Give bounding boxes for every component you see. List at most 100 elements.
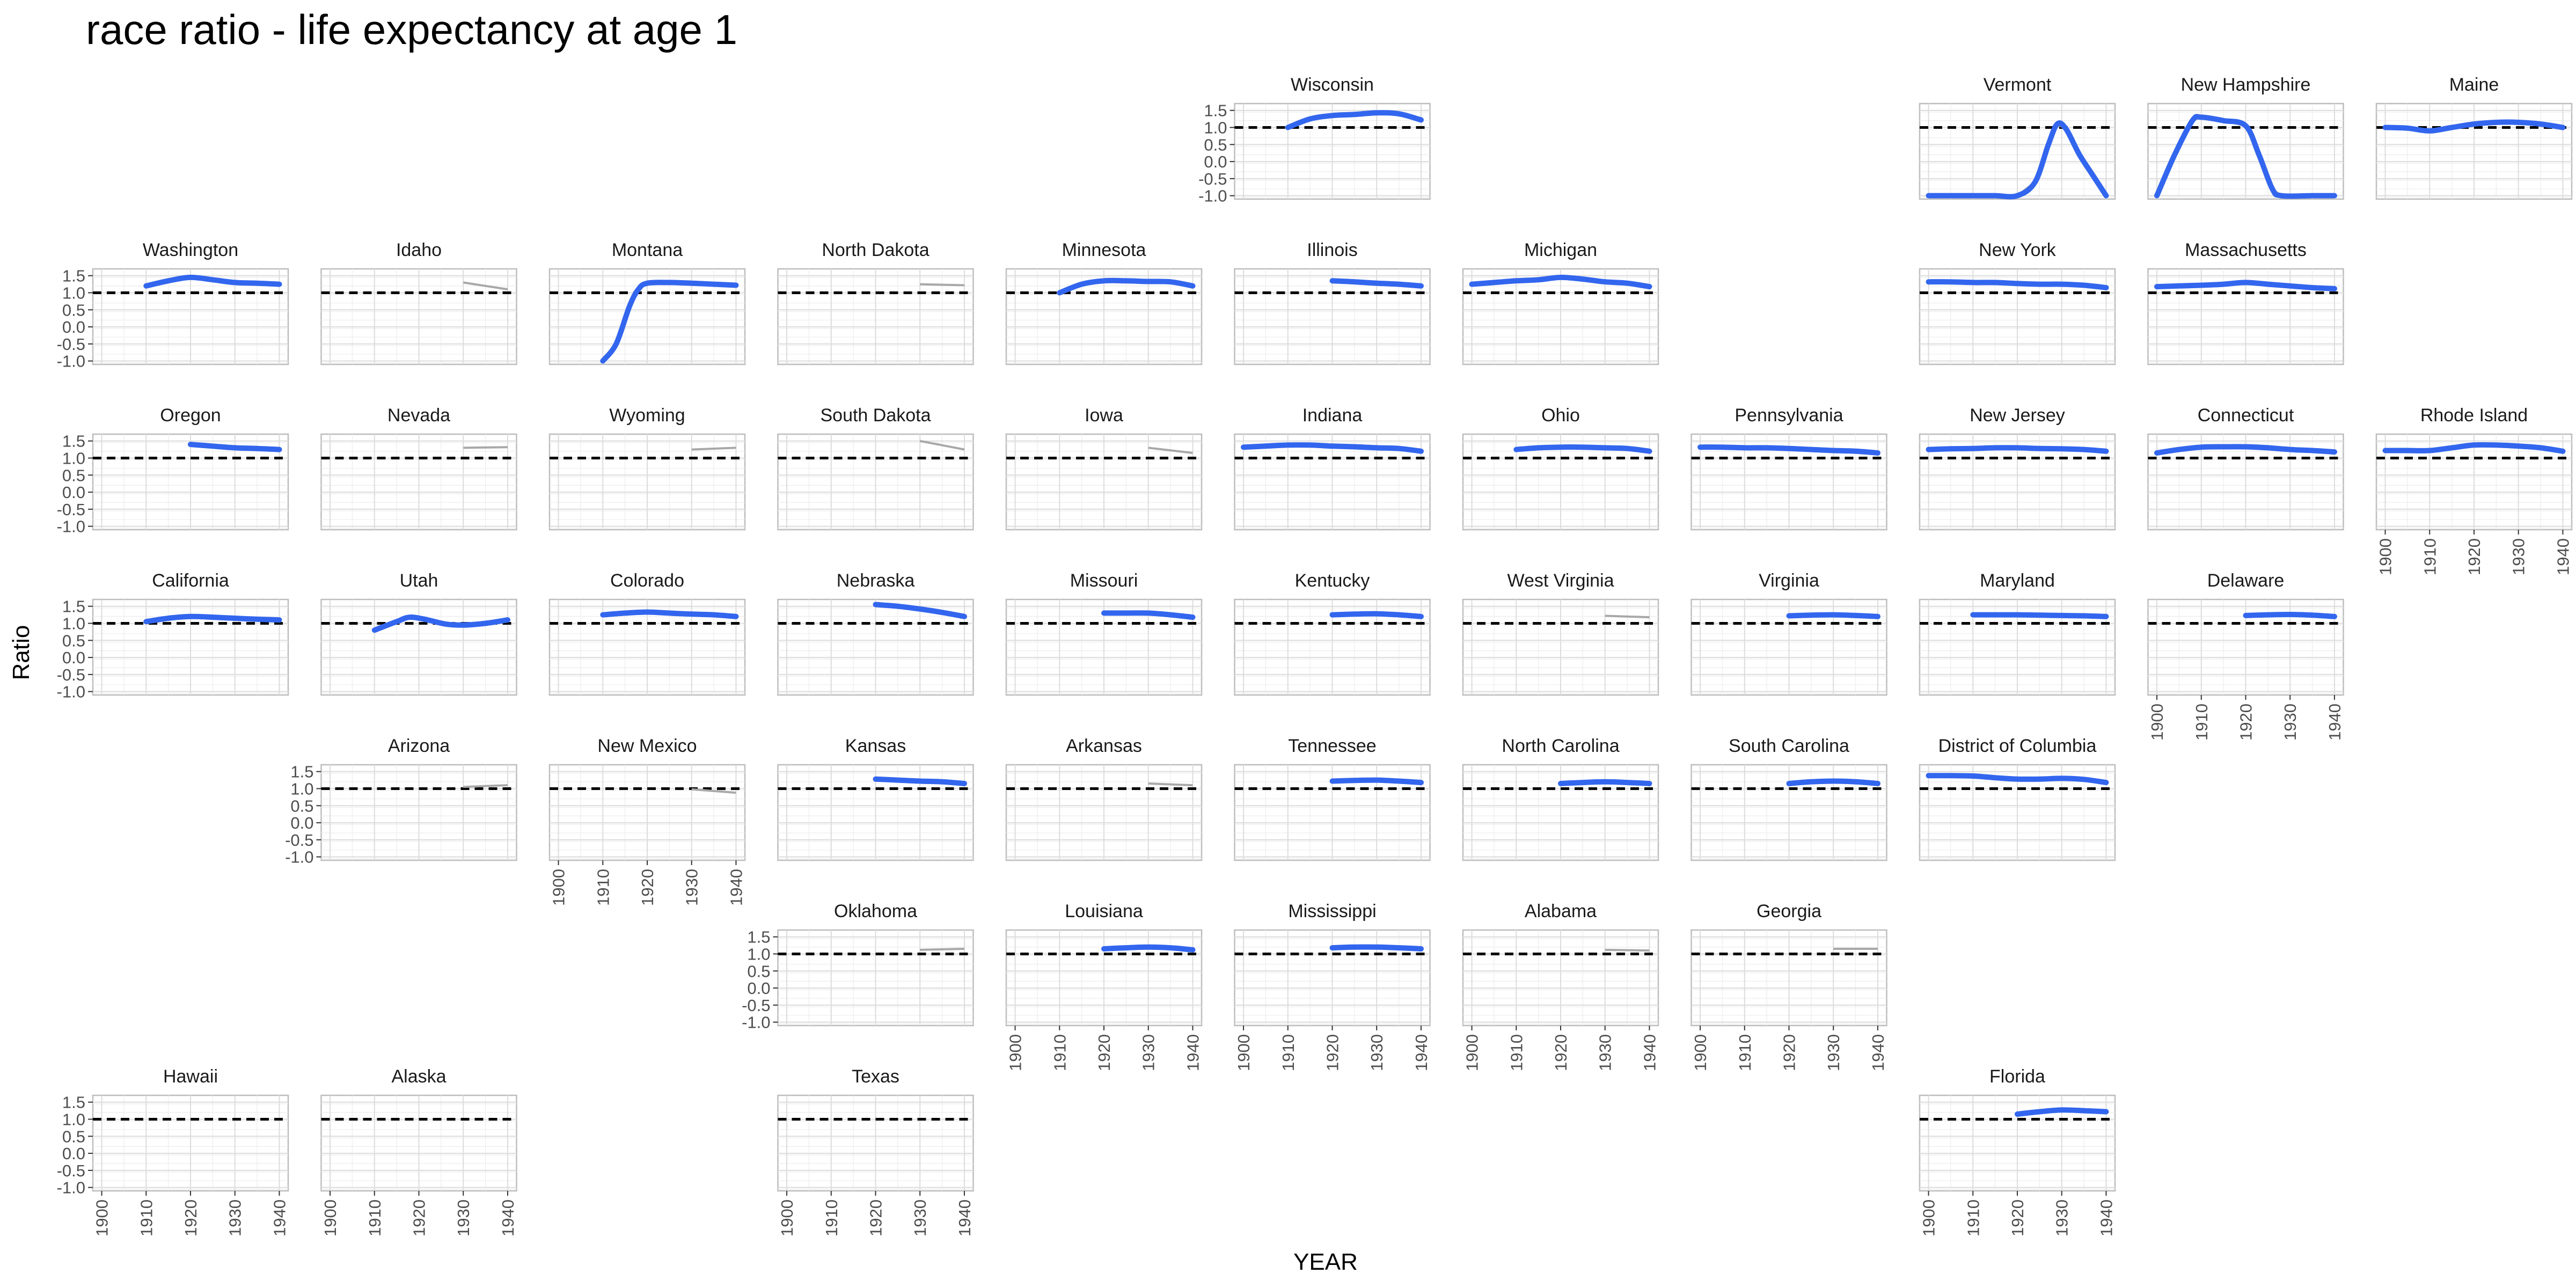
x-tick-label: 1910: [1279, 1034, 1298, 1071]
smoothed-series-line: [873, 602, 967, 619]
x-tick-label: 1910: [1050, 1034, 1069, 1071]
smoothed-series-line: [1786, 778, 1880, 786]
facet-title-nevada: Nevada: [387, 405, 450, 426]
facet-new-york: New York: [1919, 240, 2116, 365]
y-tick-label: -0.5: [57, 1161, 85, 1180]
facet-title-connecticut: Connecticut: [2198, 405, 2294, 426]
x-tick-label: 1940: [2097, 1199, 2116, 1236]
facet-illinois: Illinois: [1234, 240, 1431, 365]
facet-arkansas: Arkansas: [1005, 736, 1203, 861]
facet-connecticut: Connecticut: [2147, 405, 2344, 531]
y-tick-label: 0.0: [62, 318, 85, 336]
y-tick-label: -1.0: [742, 1013, 770, 1032]
smoothed-series-line: [1697, 444, 1880, 456]
facet-title-texas: Texas: [852, 1066, 899, 1087]
facet-title-utah: Utah: [400, 570, 438, 591]
x-tick-label: 1940: [2325, 704, 2344, 741]
facet-montana: Montana: [548, 240, 746, 365]
smoothed-series-line: [2154, 114, 2337, 199]
x-tick-label: 1900: [1006, 1034, 1025, 1071]
facet-title-south-carolina: South Carolina: [1729, 736, 1849, 756]
facet-oklahoma: Oklahoma 1.51.00.50.0-0.5-1.0: [742, 901, 974, 1032]
smoothed-series-line: [1926, 279, 2109, 290]
facet-title-alabama: Alabama: [1525, 901, 1597, 921]
smoothed-series-line: [1329, 944, 1424, 952]
y-tick-label: -1.0: [57, 1179, 85, 1197]
x-tick-label: 1920: [1780, 1034, 1799, 1071]
facet-title-montana: Montana: [612, 240, 683, 260]
smoothed-series-line: [2382, 442, 2566, 454]
smoothed-series-line: [1926, 445, 2109, 454]
y-tick-label: -0.5: [1198, 170, 1227, 188]
smoothed-series-line: [2015, 1107, 2109, 1117]
raw-series-line: [920, 948, 965, 951]
facet-maryland: Maryland: [1919, 570, 2116, 696]
facet-south-dakota: South Dakota: [777, 405, 974, 531]
facet-arizona: Arizona 1.51.00.50.0-0.5-1.0: [285, 736, 517, 867]
facet-texas: Texas 1900 1910 1920 1930 1940: [777, 1066, 974, 1236]
facet-georgia: Georgia 1900 1910 1920 1930 1940: [1690, 901, 1887, 1071]
facet-title-virginia: Virginia: [1759, 570, 1819, 591]
y-tick-label: 1.0: [62, 1110, 85, 1129]
y-tick-label: 0.0: [62, 648, 85, 667]
facet-florida: Florida 1900 1910 1920 1930 1940: [1919, 1066, 2116, 1236]
x-tick-label: 1910: [365, 1199, 384, 1236]
y-tick-label: 0.0: [62, 1144, 85, 1163]
y-tick-label: 1.5: [747, 928, 770, 947]
smoothed-series-line: [1329, 278, 1424, 289]
facet-colorado: Colorado: [548, 570, 746, 696]
x-tick-label: 1920: [1095, 1034, 1114, 1071]
y-tick-label: 1.0: [747, 945, 770, 964]
facet-new-mexico: New Mexico 1900 1910 1920 1930 1940: [548, 736, 745, 906]
x-tick-label: 1910: [822, 1199, 841, 1236]
smoothed-series-line: [1469, 274, 1652, 290]
facet-title-washington: Washington: [143, 240, 238, 260]
raw-series-line: [463, 446, 508, 449]
x-tick-label: 1900: [778, 1199, 796, 1236]
facet-title-north-dakota: North Dakota: [822, 240, 929, 260]
y-tick-label: 1.5: [62, 1093, 85, 1112]
y-tick-label: 1.5: [62, 432, 85, 451]
facet-title-wisconsin: Wisconsin: [1291, 75, 1374, 95]
x-tick-label: 1930: [911, 1199, 930, 1236]
facet-new-hampshire: New Hampshire: [2147, 75, 2344, 200]
x-tick-label: 1940: [499, 1199, 517, 1236]
x-tick-label: 1920: [2008, 1199, 2027, 1236]
y-tick-label: 1.0: [62, 614, 85, 633]
x-tick-label: 1920: [867, 1199, 885, 1236]
facet-maine: Maine: [2375, 75, 2573, 200]
facet-title-tennessee: Tennessee: [1288, 736, 1376, 756]
smoothed-series-line: [188, 442, 282, 452]
y-tick-label: 1.0: [290, 780, 313, 799]
facet-nevada: Nevada: [320, 405, 517, 531]
facet-title-mississippi: Mississippi: [1288, 901, 1376, 921]
x-tick-label: 1930: [1139, 1034, 1158, 1071]
x-tick-label: 1900: [2376, 538, 2395, 575]
x-tick-label: 1930: [226, 1199, 245, 1236]
y-tick-label: 0.0: [290, 814, 313, 832]
facet-mississippi: Mississippi 1900 1910 1920 1930 1940: [1234, 901, 1431, 1071]
raw-series-line: [463, 281, 508, 291]
facet-north-carolina: North Carolina: [1462, 736, 1659, 861]
facet-title-rhode-island: Rhode Island: [2420, 405, 2528, 426]
facet-michigan: Michigan: [1462, 240, 1659, 365]
facet-title-hawaii: Hawaii: [163, 1066, 218, 1087]
x-tick-label: 1930: [1596, 1034, 1615, 1071]
facet-title-california: California: [152, 570, 229, 591]
facet-title-louisiana: Louisiana: [1065, 901, 1143, 921]
facet-title-vermont: Vermont: [1984, 75, 2052, 95]
raw-series-line: [920, 283, 965, 287]
y-tick-label: 0.0: [62, 483, 85, 502]
chart-title: race ratio - life expectancy at age 1: [86, 6, 737, 53]
facet-vermont: Vermont: [1919, 75, 2116, 200]
facet-oregon: Oregon 1.51.00.50.0-0.5-1.0: [57, 405, 289, 536]
smoothed-series-line: [2154, 280, 2337, 291]
facet-wisconsin: Wisconsin 1.51.00.50.0-0.5-1.0: [1198, 75, 1431, 206]
smoothed-series-line: [143, 613, 282, 625]
x-tick-label: 1910: [2192, 704, 2211, 741]
facet-west-virginia: West Virginia: [1462, 570, 1659, 696]
smoothed-series-line: [1329, 777, 1424, 786]
x-tick-label: 1910: [2420, 538, 2439, 575]
